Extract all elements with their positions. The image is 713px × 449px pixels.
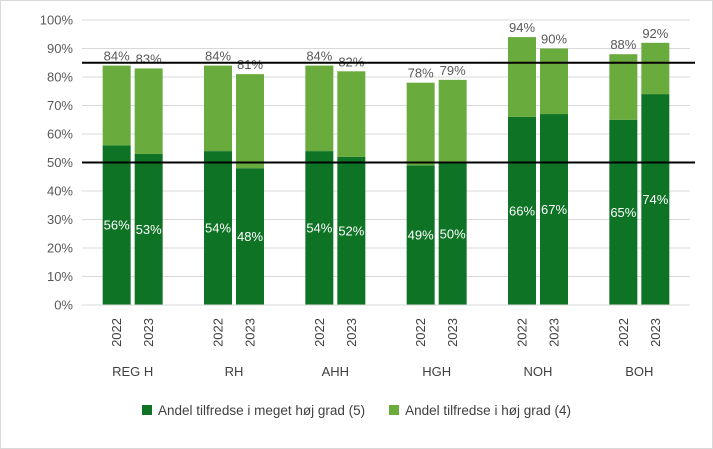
bar-total-label: 92% xyxy=(642,26,668,41)
bar-value-label: 66% xyxy=(509,203,535,218)
bar-segment-very-high xyxy=(438,162,467,305)
bar-segment-high xyxy=(641,42,670,95)
bar-segment-very-high xyxy=(406,165,435,305)
bar-total-label: 78% xyxy=(408,66,434,81)
bar-value-label: 54% xyxy=(306,221,332,236)
x-year-label: 2023 xyxy=(648,318,663,347)
bar-value-label: 67% xyxy=(541,202,567,217)
x-category-label: AHH xyxy=(322,364,349,379)
y-tick-label: 30% xyxy=(47,212,73,227)
bar-total-label: 83% xyxy=(136,51,162,66)
x-category-label: RH xyxy=(225,364,244,379)
bar-value-label: 74% xyxy=(642,192,668,207)
x-year-label: 2022 xyxy=(515,318,530,347)
y-tick-label: 70% xyxy=(47,98,73,113)
x-year-label: 2022 xyxy=(312,318,327,347)
x-category-label: NOH xyxy=(524,364,553,379)
x-year-label: 2023 xyxy=(141,318,156,347)
bar-total-label: 88% xyxy=(610,37,636,52)
bar-total-label: 79% xyxy=(440,63,466,78)
bar-segment-very-high xyxy=(641,94,670,305)
bar-value-label: 65% xyxy=(610,205,636,220)
x-year-label: 2022 xyxy=(109,318,124,347)
bar-segment-high xyxy=(305,65,334,152)
y-tick-label: 60% xyxy=(47,127,73,142)
legend: Andel tilfredse i meget høj grad (5) And… xyxy=(0,400,713,420)
legend-item-high: Andel tilfredse i høj grad (4) xyxy=(389,403,571,418)
bar-segment-very-high xyxy=(204,151,232,305)
bar-segment-high xyxy=(508,37,536,117)
x-year-label: 2023 xyxy=(344,318,359,347)
bar-value-label: 56% xyxy=(104,218,130,233)
bar-segment-very-high xyxy=(609,119,638,305)
bar-segment-very-high xyxy=(236,168,264,305)
bar-value-label: 49% xyxy=(408,228,434,243)
bar-total-label: 94% xyxy=(509,20,535,35)
bar-segment-high xyxy=(204,65,232,152)
bar-segment-very-high xyxy=(337,156,366,305)
bar-value-label: 48% xyxy=(237,229,263,244)
x-year-label: 2023 xyxy=(445,318,460,347)
bar-total-label: 84% xyxy=(205,49,231,64)
y-tick-label: 50% xyxy=(47,155,73,170)
bar-value-label: 53% xyxy=(136,222,162,237)
x-year-label: 2023 xyxy=(547,318,562,347)
y-tick-label: 0% xyxy=(54,298,73,313)
bar-value-label: 50% xyxy=(440,226,466,241)
bar-segment-high xyxy=(102,65,131,146)
y-tick-label: 40% xyxy=(47,184,73,199)
bar-value-label: 54% xyxy=(205,221,231,236)
bar-segment-very-high xyxy=(102,145,131,305)
bar-value-label: 52% xyxy=(338,223,364,238)
x-category-label: HGH xyxy=(422,364,451,379)
x-year-label: 2023 xyxy=(243,318,258,347)
x-category-label: REG H xyxy=(112,364,153,379)
bar-total-label: 84% xyxy=(104,49,130,64)
bar-segment-high xyxy=(337,71,366,157)
bar-total-label: 84% xyxy=(306,49,332,64)
bar-total-label: 81% xyxy=(237,57,263,72)
bar-segment-high xyxy=(609,54,638,120)
y-tick-label: 10% xyxy=(47,269,73,284)
y-tick-label: 90% xyxy=(47,41,73,56)
bar-segment-high xyxy=(236,74,264,169)
bar-segment-very-high xyxy=(134,153,163,305)
x-year-label: 2022 xyxy=(211,318,226,347)
y-tick-label: 100% xyxy=(40,13,74,28)
bar-segment-very-high xyxy=(305,151,334,305)
x-category-label: BOH xyxy=(625,364,653,379)
x-year-label: 2022 xyxy=(413,318,428,347)
bar-segment-high xyxy=(438,79,467,163)
bar-total-label: 90% xyxy=(541,32,567,47)
y-tick-label: 20% xyxy=(47,241,73,256)
legend-swatch-very-high xyxy=(142,405,153,415)
legend-item-very-high: Andel tilfredse i meget høj grad (5) xyxy=(142,403,365,418)
y-tick-label: 80% xyxy=(47,70,73,85)
bar-segment-very-high xyxy=(508,116,536,306)
bar-segment-very-high xyxy=(540,114,568,305)
bar-segment-high xyxy=(540,48,568,115)
legend-label-very-high: Andel tilfredse i meget høj grad (5) xyxy=(158,402,366,418)
legend-label-high: Andel tilfredse i høj grad (4) xyxy=(405,402,571,418)
x-year-label: 2022 xyxy=(616,318,631,347)
bar-segment-high xyxy=(406,82,435,166)
bar-segment-high xyxy=(134,68,163,154)
legend-swatch-high xyxy=(389,405,400,415)
